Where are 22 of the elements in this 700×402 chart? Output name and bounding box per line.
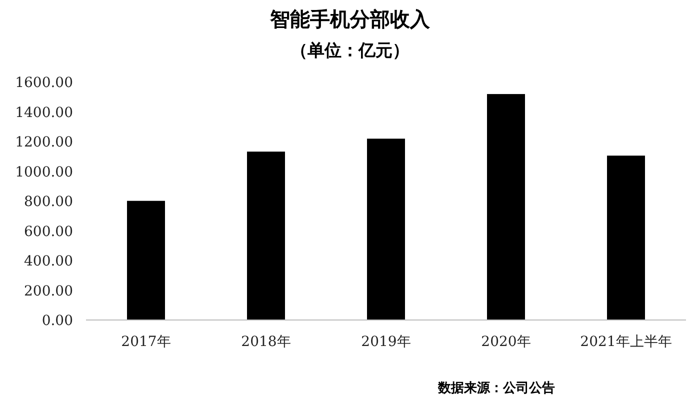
y-tick-label: 800.00 bbox=[24, 194, 73, 210]
x-tick-label: 2018年 bbox=[241, 334, 291, 350]
bar bbox=[487, 94, 525, 320]
x-tick-label: 2021年上半年 bbox=[580, 334, 672, 350]
y-tick-label: 600.00 bbox=[24, 224, 73, 240]
x-tick-label: 2019年 bbox=[361, 334, 411, 350]
y-tick-label: 1600.00 bbox=[15, 75, 73, 91]
y-tick-label: 1400.00 bbox=[15, 104, 73, 121]
x-tick-label: 2020年 bbox=[481, 334, 531, 350]
y-tick-label: 400.00 bbox=[24, 254, 73, 270]
y-tick-label: 1000.00 bbox=[15, 164, 73, 180]
x-tick-label: 2017年 bbox=[121, 334, 171, 350]
bar bbox=[607, 156, 645, 320]
bar bbox=[127, 200, 165, 320]
chart-subtitle: （单位：亿元） bbox=[290, 41, 410, 61]
y-tick-label: 0.00 bbox=[42, 313, 73, 329]
y-tick-label: 200.00 bbox=[24, 283, 73, 300]
bar bbox=[247, 152, 285, 320]
chart-title: 智能手机分部收入 bbox=[269, 7, 431, 31]
bar bbox=[367, 138, 405, 320]
source-note: 数据来源：公司公告 bbox=[437, 380, 555, 396]
y-tick-label: 1200.00 bbox=[15, 134, 73, 150]
